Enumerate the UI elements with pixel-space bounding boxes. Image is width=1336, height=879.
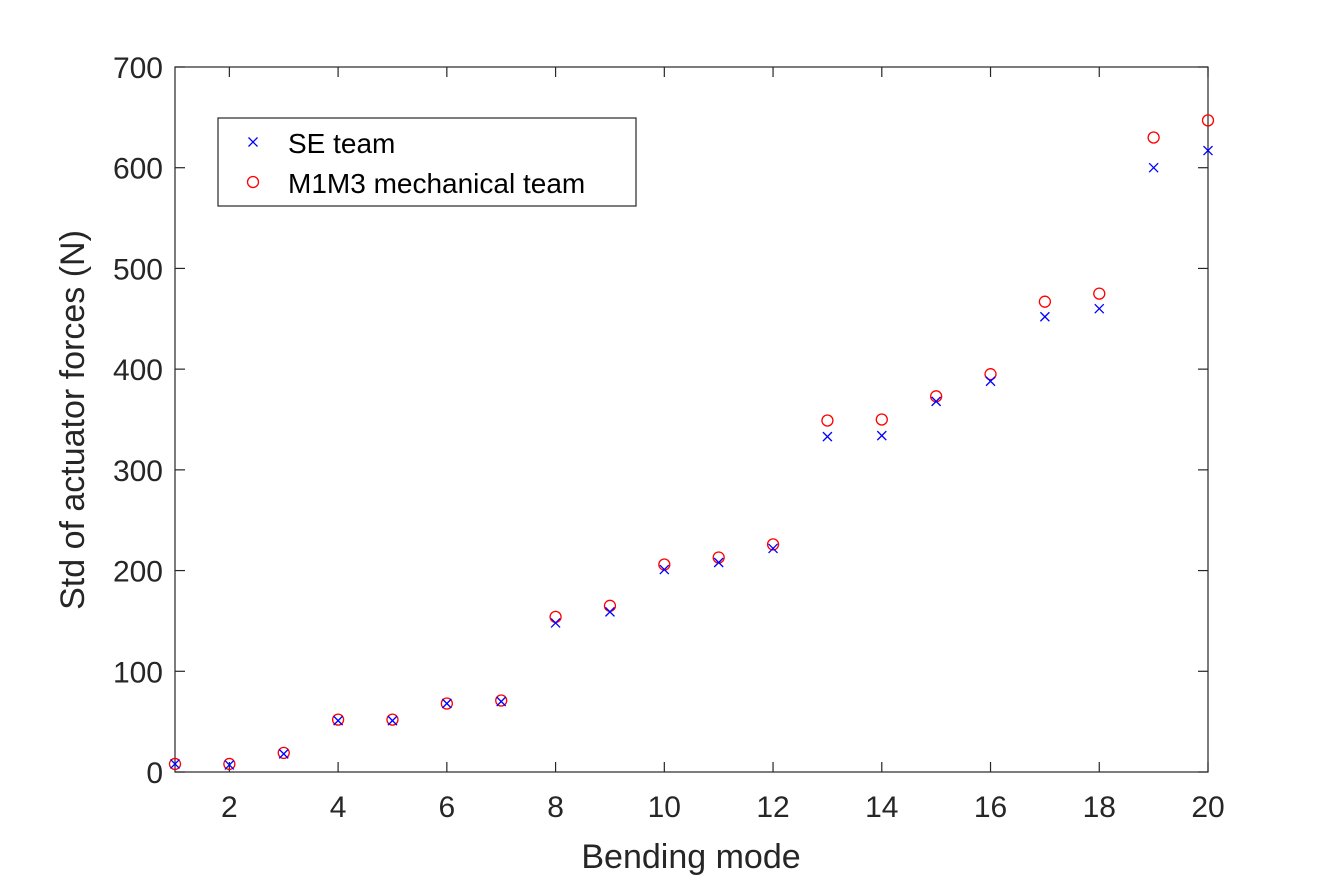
data-point xyxy=(387,715,398,726)
y-tick-label: 700 xyxy=(113,52,163,85)
data-point xyxy=(1148,162,1159,173)
data-point xyxy=(224,759,235,770)
data-point xyxy=(931,396,942,407)
data-point xyxy=(331,713,345,726)
legend-marker xyxy=(246,175,260,189)
data-point xyxy=(1203,145,1213,156)
x-tick-label: 18 xyxy=(1083,791,1116,824)
y-tick-label: 500 xyxy=(113,253,163,286)
data-point xyxy=(713,557,724,568)
y-axis-title: Std of actuator forces (N) xyxy=(54,230,92,610)
data-point xyxy=(440,697,453,710)
data-point xyxy=(441,698,452,709)
data-point xyxy=(1038,295,1052,308)
legend-label: SE team xyxy=(288,128,395,159)
data-point xyxy=(1201,114,1215,127)
data-point xyxy=(766,538,780,551)
data-point xyxy=(170,758,180,769)
data-point xyxy=(875,413,888,426)
data-point xyxy=(1147,131,1160,144)
data-point xyxy=(495,694,508,707)
data-point xyxy=(822,431,833,442)
data-point xyxy=(604,606,615,617)
legend: SE team M1M3 mechanical team xyxy=(217,117,637,207)
data-point xyxy=(550,617,561,628)
x-tick-label: 4 xyxy=(330,791,347,824)
data-point xyxy=(659,564,670,575)
y-tick-label: 400 xyxy=(113,354,163,387)
plot-border xyxy=(174,66,1209,773)
data-point xyxy=(223,757,236,771)
data-point xyxy=(496,696,507,707)
y-tick-label: 200 xyxy=(113,556,163,589)
y-tick-label: 100 xyxy=(113,656,163,689)
x-tick-label: 6 xyxy=(438,791,455,824)
legend-label: M1M3 mechanical team xyxy=(288,168,585,199)
data-point xyxy=(768,543,779,554)
series-x xyxy=(170,145,1213,770)
data-markers xyxy=(168,114,1215,771)
x-axis-title: Bending mode xyxy=(581,838,800,876)
x-tick-label: 16 xyxy=(974,791,1007,824)
x-tick-label: 8 xyxy=(547,791,564,824)
data-point xyxy=(1039,311,1050,322)
data-point xyxy=(876,430,887,441)
x-tick-label: 2 xyxy=(221,791,238,824)
data-point xyxy=(386,713,399,726)
data-point xyxy=(333,715,344,726)
y-tick-label: 300 xyxy=(113,455,163,488)
x-tick-label: 12 xyxy=(756,791,789,824)
x-tick-label: 14 xyxy=(865,791,898,824)
legend-box xyxy=(217,117,637,207)
data-point xyxy=(278,748,289,759)
x-tick-label: 10 xyxy=(648,791,681,824)
data-point xyxy=(168,757,182,771)
axis-ticks xyxy=(175,66,1209,773)
legend-marker xyxy=(248,137,258,147)
y-tick-label: 600 xyxy=(113,153,163,186)
data-point xyxy=(984,368,997,381)
y-tick-label: 0 xyxy=(146,757,163,790)
x-tick-label: 20 xyxy=(1191,791,1224,824)
data-point xyxy=(821,414,834,427)
data-point xyxy=(1094,303,1105,314)
plot-area xyxy=(174,66,1209,773)
data-point xyxy=(277,746,290,760)
data-point xyxy=(1093,287,1106,300)
data-point xyxy=(985,376,996,387)
